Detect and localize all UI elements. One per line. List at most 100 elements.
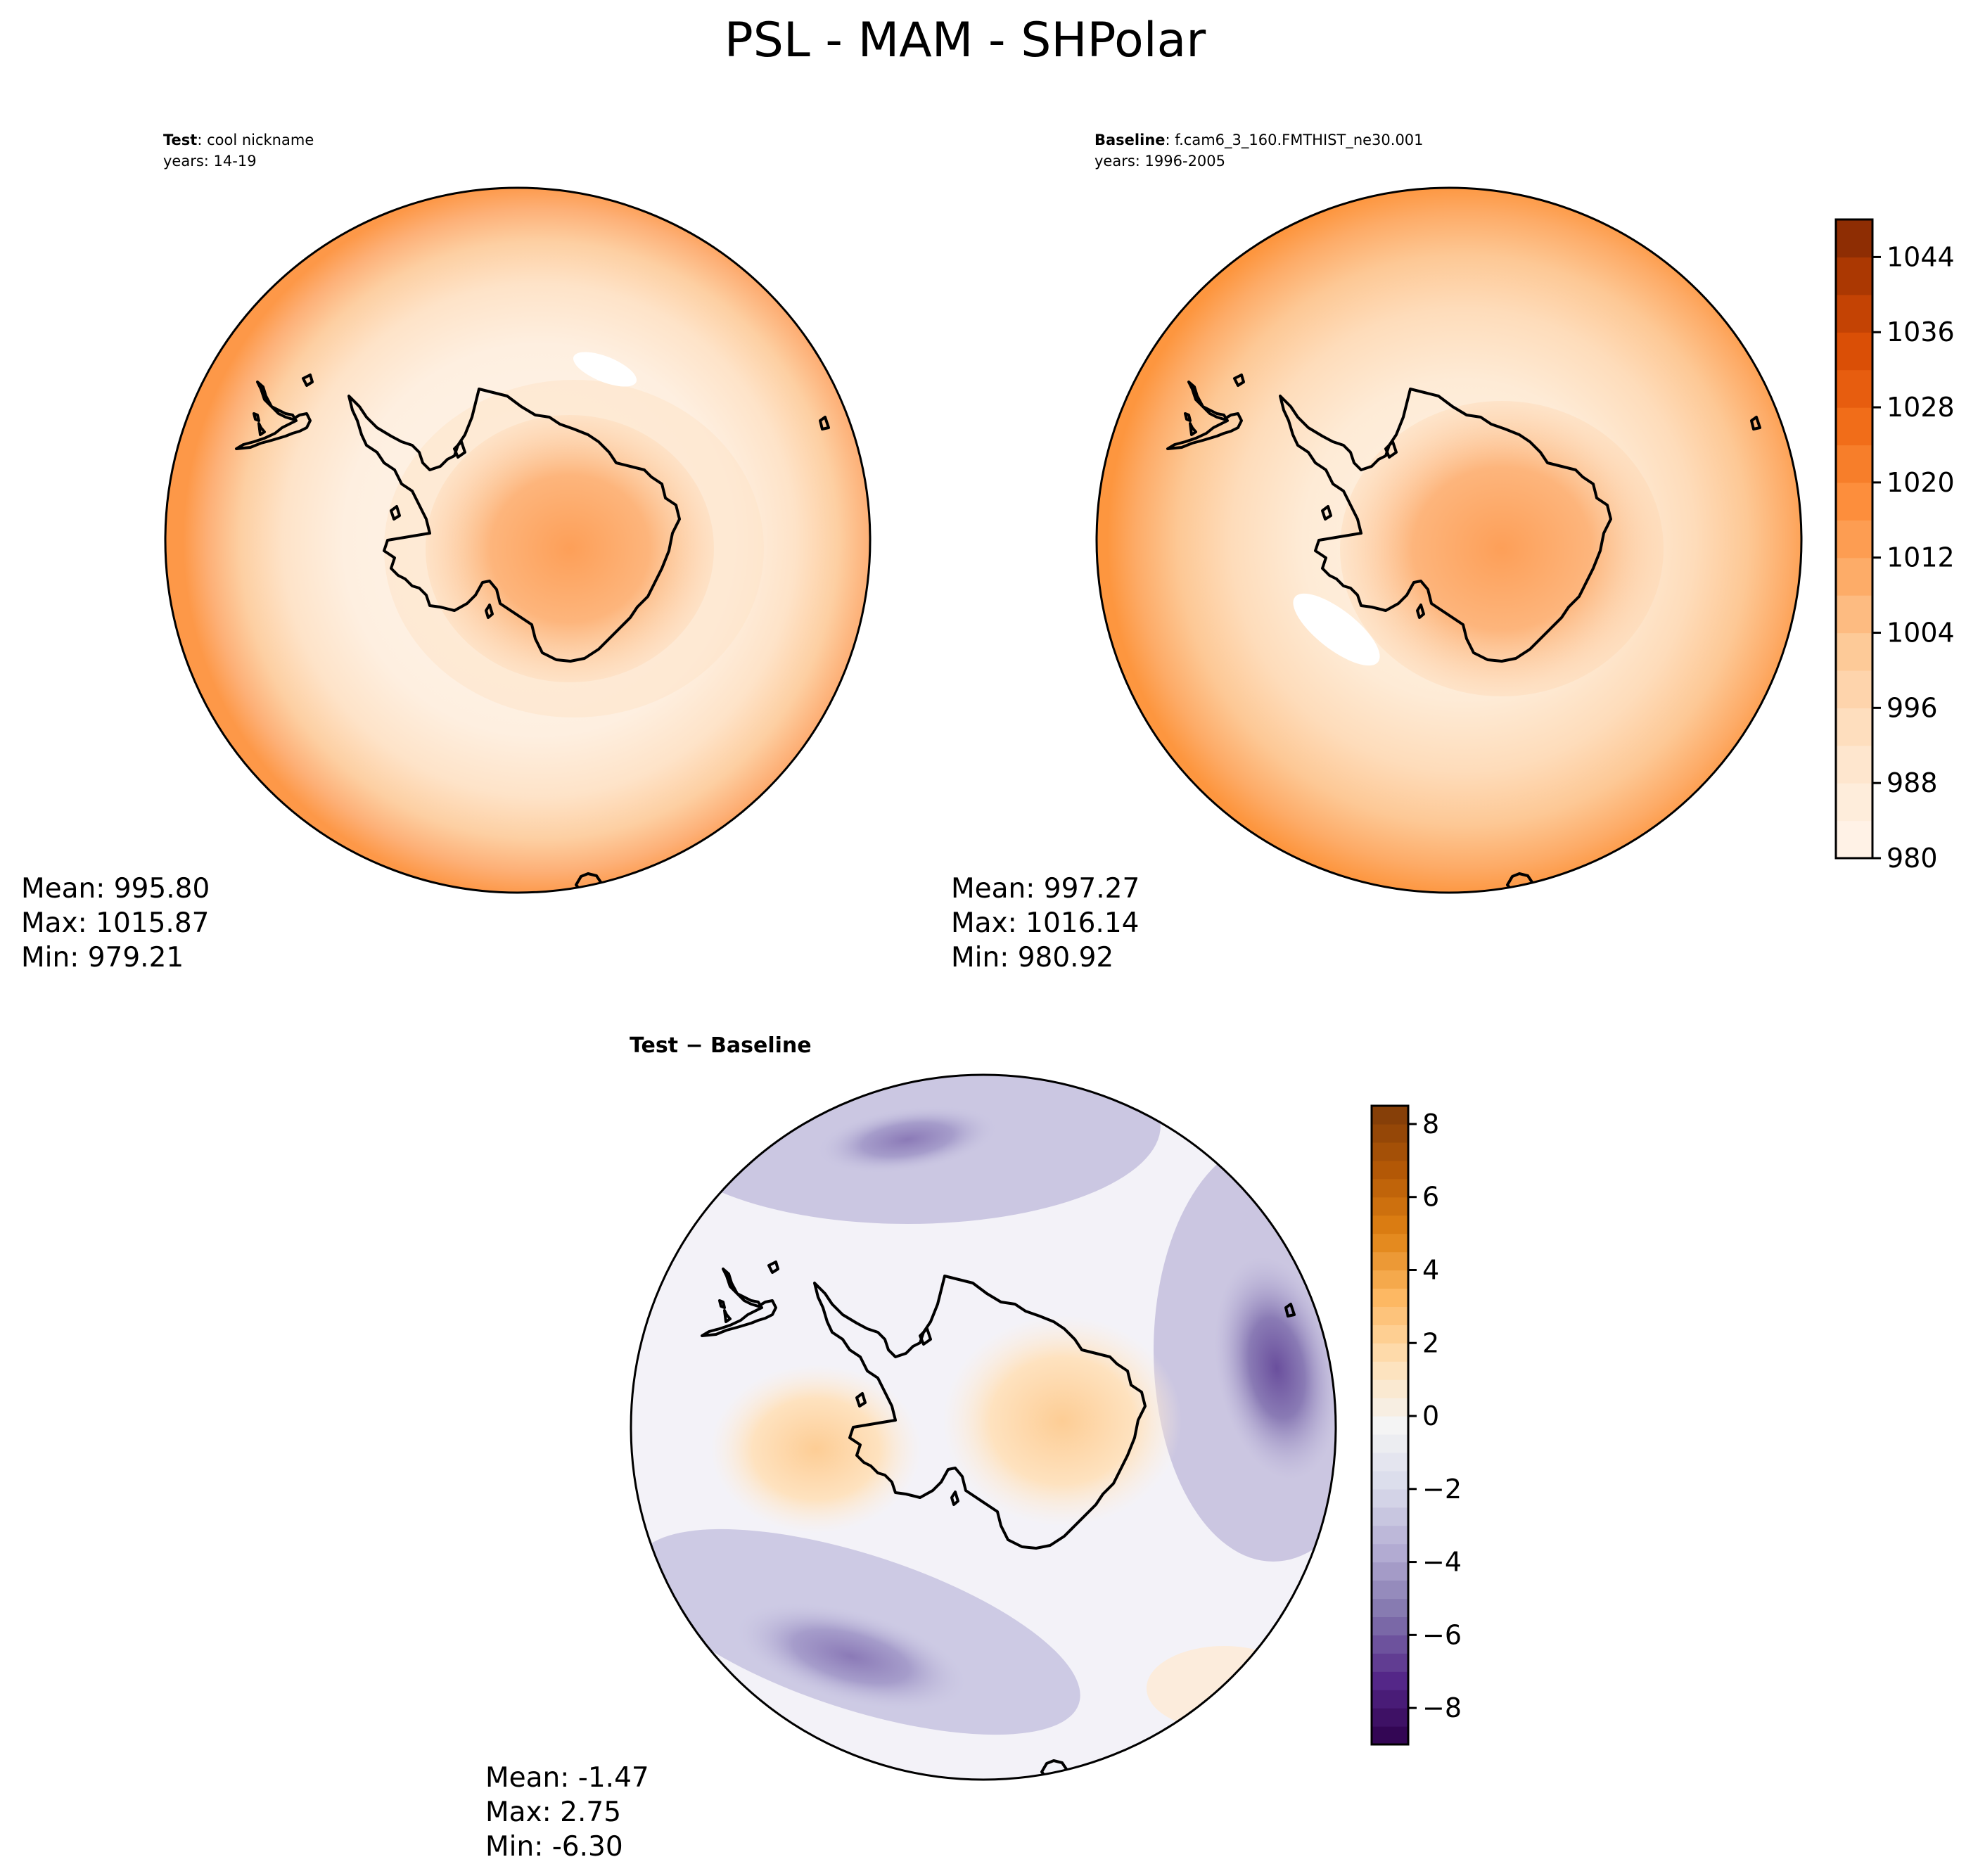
baseline-label-rest: : f.cam6_3_160.FMTHIST_ne30.001 (1166, 132, 1424, 149)
diff-colorbar-segment (1372, 1598, 1408, 1617)
psl-colorbar-segment (1836, 820, 1872, 859)
baseline-label-bold: Baseline (1094, 132, 1166, 148)
diff-colorbar-tick-label: −4 (1422, 1547, 1462, 1578)
diff-colorbar-segment (1372, 1215, 1408, 1234)
diff-sw-high (1147, 1646, 1301, 1730)
diff-mean: Mean: -1.47 (485, 1762, 649, 1794)
diff-east-low (1214, 1256, 1336, 1480)
figure-title: PSL - MAM - SHPolar (725, 13, 1206, 68)
test-min: Min: 979.21 (21, 942, 184, 974)
diff-max: Max: 2.75 (485, 1797, 621, 1828)
diff-colorbar-segment (1372, 1635, 1408, 1654)
diff-colorbar-segment (1372, 1106, 1408, 1125)
baseline-min: Min: 980.92 (951, 942, 1113, 974)
diff-colorbar-tick-label: 6 (1422, 1182, 1439, 1213)
baseline-map-boundary (1095, 186, 1803, 894)
psl-colorbar-tick-label: 1012 (1887, 542, 1955, 573)
diff-colorbar-segment (1372, 1178, 1408, 1198)
diff-colorbar-segment (1372, 1270, 1408, 1289)
baseline-years: years: 1996-2005 (1094, 153, 1225, 170)
test-years: years: 14-19 (163, 153, 257, 170)
test-map (165, 188, 870, 893)
baseline-low-cell (1293, 593, 1380, 666)
psl-colorbar-segment (1836, 745, 1872, 784)
baseline-antarctic-high (1340, 401, 1664, 696)
psl-colorbar-segment (1836, 294, 1872, 333)
diff-colorbar-segment (1372, 1251, 1408, 1271)
diff-colorbar-segment (1372, 1434, 1408, 1453)
diff-colorbar-segment (1372, 1325, 1408, 1344)
psl-colorbar-tick-label: 996 (1887, 692, 1938, 723)
psl-colorbar-segment (1836, 783, 1872, 822)
diff-colorbar-segment (1372, 1288, 1408, 1307)
diff-colorbar-segment (1372, 1562, 1408, 1581)
baseline-panel: Baseline: f.cam6_3_160.FMTHIST_ne30.001 … (951, 132, 1803, 974)
diff-colorbar-segment (1372, 1580, 1408, 1600)
test-label-bold: Test (163, 132, 197, 148)
diff-colorbar: −8 −6 −4 −2 0 2 4 6 8 (1370, 1104, 1462, 1746)
test-mean: Mean: 995.80 (21, 873, 210, 905)
diff-colorbar-segment (1372, 1671, 1408, 1690)
diff-colorbar-tick-label: −8 (1422, 1692, 1462, 1723)
diff-panel: Test − Baseline Mean: -1.47 Max: 2.75 Mi… (485, 1033, 1337, 1863)
psl-colorbar-segment (1836, 332, 1872, 371)
diff-colorbar-segment (1372, 1488, 1408, 1508)
baseline-mean: Mean: 997.27 (951, 873, 1140, 905)
psl-colorbar-frame (1834, 218, 1874, 860)
psl-colorbar-segment (1836, 557, 1872, 596)
baseline-map (1097, 188, 1801, 893)
test-label-rest: : cool nickname (197, 132, 314, 148)
diff-colorbar-segment (1372, 1452, 1408, 1472)
psl-colorbar-segment (1836, 708, 1872, 746)
diff-colorbar-tick-label: 2 (1422, 1327, 1439, 1358)
baseline-max: Max: 1016.14 (951, 907, 1139, 939)
test-map-boundary (164, 186, 872, 894)
psl-colorbar-segment (1836, 407, 1872, 446)
diff-colorbar-frame (1370, 1104, 1410, 1746)
diff-colorbar-segment (1372, 1470, 1408, 1490)
diff-colorbar-tick-label: 8 (1422, 1109, 1439, 1140)
diff-colorbar-segment (1372, 1398, 1408, 1417)
diff-west-high (710, 1365, 921, 1533)
psl-colorbar-tick-label: 1020 (1887, 467, 1955, 498)
psl-colorbar-segment (1836, 219, 1872, 258)
diff-colorbar-segment (1372, 1197, 1408, 1216)
psl-colorbar-tick-label: 980 (1887, 843, 1938, 874)
test-panel: Test: cool nickname years: 14-19 Mean: 9… (21, 132, 872, 974)
diff-map-boundary (630, 1073, 1337, 1781)
diff-colorbar-segment (1372, 1416, 1408, 1435)
diff-map (631, 1075, 1336, 1780)
psl-colorbar-tick-label: 988 (1887, 767, 1938, 798)
diff-colorbar-segment (1372, 1653, 1408, 1672)
psl-colorbar-segment (1836, 520, 1872, 559)
diff-colorbar-tick-label: −2 (1422, 1474, 1462, 1505)
psl-colorbar: 980 988 996 1004 1012 1020 1028 1036 1044 (1834, 218, 1955, 874)
diff-north-low (817, 1105, 998, 1174)
diff-south-low (734, 1602, 968, 1711)
diff-colorbar-segment (1372, 1233, 1408, 1253)
psl-colorbar-segment (1836, 482, 1872, 521)
psl-colorbar-tick-label: 1004 (1887, 618, 1955, 649)
psl-colorbar-segment (1836, 632, 1872, 671)
psl-colorbar-segment (1836, 369, 1872, 408)
diff-colorbar-segment (1372, 1543, 1408, 1563)
psl-colorbar-tick-label: 1036 (1887, 317, 1955, 347)
diff-colorbar-tick-label: 0 (1422, 1400, 1439, 1431)
diff-colorbar-segment (1372, 1690, 1408, 1709)
diff-colorbar-segment (1372, 1525, 1408, 1545)
diff-colorbar-tick-label: 4 (1422, 1254, 1439, 1285)
diff-colorbar-segment (1372, 1343, 1408, 1362)
diff-colorbar-segment (1372, 1507, 1408, 1526)
diff-colorbar-segment (1372, 1726, 1408, 1745)
diff-colorbar-segment (1372, 1160, 1408, 1180)
diff-colorbar-segment (1372, 1361, 1408, 1380)
psl-colorbar-segment (1836, 595, 1872, 634)
psl-colorbar-segment (1836, 257, 1872, 295)
diff-title: Test − Baseline (630, 1033, 812, 1058)
psl-colorbar-tick-label: 1028 (1887, 392, 1955, 423)
psl-colorbar-segment (1836, 445, 1872, 483)
test-label: Test: cool nickname (163, 132, 314, 148)
diff-colorbar-segment (1372, 1379, 1408, 1398)
diff-colorbar-tick-label: −6 (1422, 1619, 1462, 1650)
